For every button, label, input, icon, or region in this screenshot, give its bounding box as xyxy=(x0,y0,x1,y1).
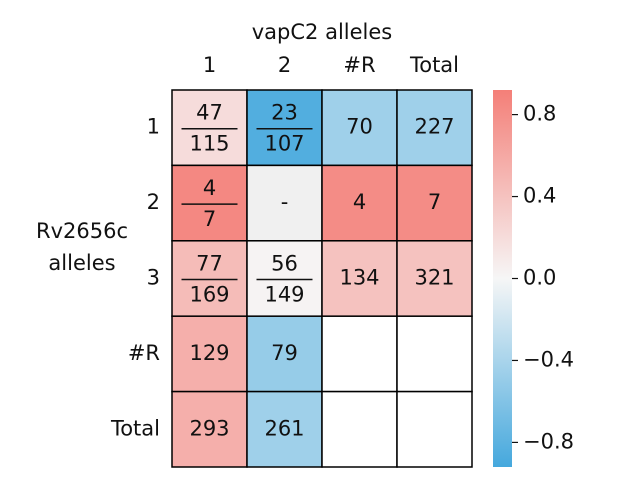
row-label: #R xyxy=(128,341,160,365)
y-label: Rv2656c xyxy=(36,219,128,243)
cell-denominator: 7 xyxy=(203,207,216,231)
cell-label: 293 xyxy=(189,416,229,440)
heatmap-cell xyxy=(396,315,473,393)
heatmap-cell xyxy=(396,390,473,468)
cell-denominator: 107 xyxy=(264,132,304,156)
heatmap-cell xyxy=(396,240,473,317)
cell-label: 321 xyxy=(414,266,454,290)
column-label: 1 xyxy=(203,53,216,77)
row-label: 3 xyxy=(147,266,160,290)
cell-label: 79 xyxy=(271,341,298,365)
row-label: Total xyxy=(110,416,160,440)
cell-label: 227 xyxy=(414,115,454,139)
heatmap-cell xyxy=(246,240,323,317)
heatmap-cell xyxy=(321,390,398,468)
heatmap-cell xyxy=(321,240,398,317)
cell-label: - xyxy=(281,190,289,214)
heatmap-cell xyxy=(171,89,248,167)
cell-label: 261 xyxy=(264,416,304,440)
heatmap-cell xyxy=(171,390,248,468)
cell-denominator: 115 xyxy=(189,132,229,156)
heatmap-cell xyxy=(321,89,398,167)
y-label: alleles xyxy=(48,251,115,275)
heatmap-cell xyxy=(171,315,248,393)
colorbar-tick-label: 0.8 xyxy=(523,102,556,126)
heatmap-cell xyxy=(246,390,323,468)
column-label: 2 xyxy=(278,53,291,77)
heatmap-cell xyxy=(321,315,398,393)
cell-label: 4 xyxy=(353,190,366,214)
cell-numerator: 47 xyxy=(196,101,223,125)
column-label: #R xyxy=(343,53,375,77)
cell-numerator: 77 xyxy=(196,252,223,276)
colorbar-tick-label: −0.8 xyxy=(523,429,574,453)
chart-title: vapC2 alleles xyxy=(252,20,392,44)
column-label: Total xyxy=(409,53,459,77)
heatmap-cell xyxy=(396,89,473,167)
cell-label: 7 xyxy=(428,190,441,214)
heatmap-cell xyxy=(246,89,323,167)
cell-numerator: 23 xyxy=(271,101,298,125)
heatmap-cell xyxy=(396,164,473,242)
row-label: 2 xyxy=(147,190,160,214)
cell-label: 129 xyxy=(189,341,229,365)
cell-numerator: 56 xyxy=(271,252,298,276)
cell-denominator: 149 xyxy=(264,283,304,307)
heatmap-cell xyxy=(171,240,248,317)
colorbar-tick-label: 0.0 xyxy=(523,266,556,290)
colorbar-tick-label: −0.4 xyxy=(523,347,574,371)
row-label: 1 xyxy=(147,115,160,139)
colorbar-tick-label: 0.4 xyxy=(523,184,556,208)
colorbar xyxy=(493,90,512,467)
cell-label: 70 xyxy=(346,115,373,139)
cell-denominator: 169 xyxy=(189,283,229,307)
cell-label: 134 xyxy=(339,266,379,290)
cell-numerator: 4 xyxy=(203,176,216,200)
